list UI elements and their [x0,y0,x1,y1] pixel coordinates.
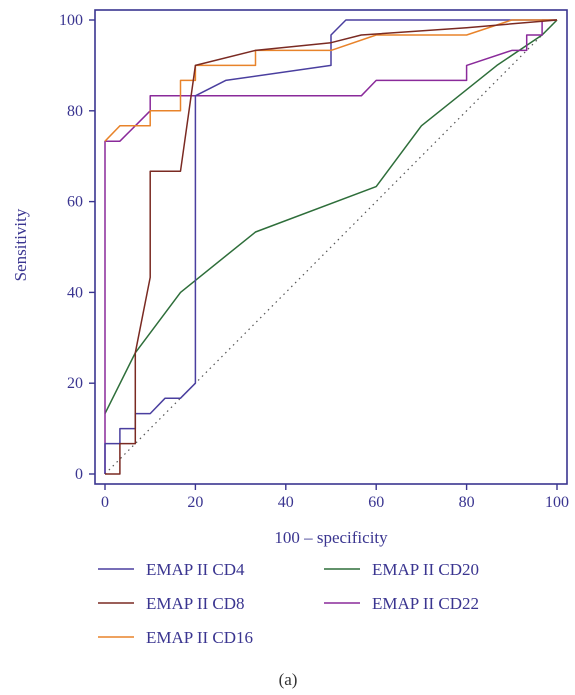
axes: 0 20 40 60 80 100 0 20 40 60 80 100 [59,9,569,511]
y-tick-label: 60 [67,194,83,211]
legend-item: EMAP II CD4 [98,560,245,579]
series-line-emap-ii-cd22 [104,19,557,474]
x-tick-label: 20 [187,494,203,511]
legend-label: EMAP II CD22 [372,594,479,613]
y-axis-label: Sensitivity [11,208,30,281]
legend: EMAP II CD4 EMAP II CD8 EMAP II CD16 EMAP I… [98,560,479,647]
x-axis-label: 100 – specificity [274,528,388,547]
series-line-emap-ii-cd8 [105,19,558,475]
series-line-emap-ii-cd16 [104,19,557,142]
y-tick-label: 0 [75,466,83,483]
plot-area [104,19,558,475]
x-tick-label: 40 [278,494,294,511]
x-tick-label: 100 [545,494,569,511]
x-tick-label: 60 [368,494,384,511]
legend-item: EMAP II CD16 [98,628,253,647]
y-tick-label: 40 [67,284,83,301]
legend-item: EMAP II CD22 [324,594,479,613]
legend-label: EMAP II CD16 [146,628,253,647]
x-tick-label: 80 [459,494,475,511]
legend-label: EMAP II CD4 [146,560,245,579]
legend-label: EMAP II CD8 [146,594,245,613]
legend-item: EMAP II CD20 [324,560,479,579]
reference-diagonal-line [104,19,558,475]
x-tick-label: 0 [101,494,109,511]
figure-caption: (a) [279,670,298,689]
y-tick-label: 100 [59,12,83,29]
legend-label: EMAP II CD20 [372,560,479,579]
plot-frame [94,9,568,485]
series-line-emap-ii-cd20 [104,19,558,414]
y-tick-label: 20 [67,375,83,392]
y-tick-label: 80 [67,103,83,120]
legend-item: EMAP II CD8 [98,594,245,613]
